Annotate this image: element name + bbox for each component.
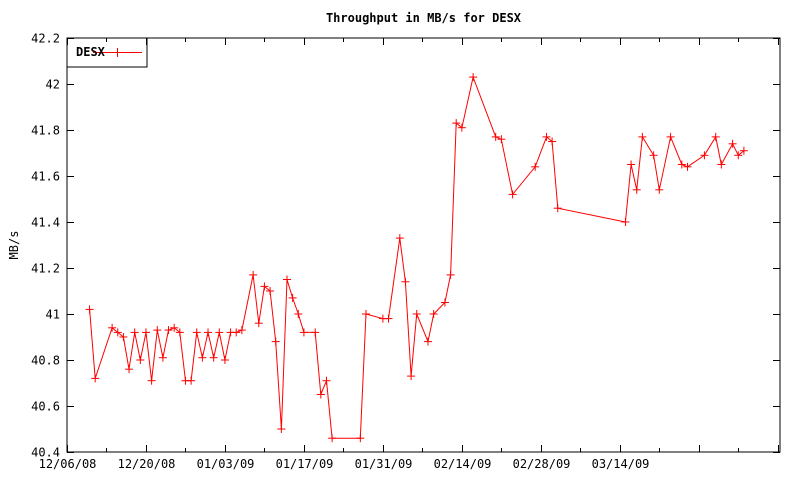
y-tick-label: 41.6: [31, 170, 60, 184]
x-tick-label: 02/28/09: [513, 457, 571, 471]
y-tick-label: 42.2: [31, 32, 60, 46]
y-tick-label: 41: [46, 308, 60, 322]
plot-frame-and-ticks: [66, 37, 781, 453]
tick-labels: 40.4 40.6 40.8 41 41.2 41.4 41.6 41.8 42 42.2 12/0…: [31, 32, 649, 472]
y-tick-label: 41.2: [31, 262, 60, 276]
chart-title: Throughput in MB/s for DESX: [325, 11, 522, 25]
y-tick-label: 40.8: [31, 354, 60, 368]
x-tick-label: 01/31/09: [355, 457, 413, 471]
y-axis-label: MB/s: [7, 230, 21, 260]
y-tick-label: 41.8: [31, 124, 60, 138]
data-line: [89, 75, 745, 439]
x-tick-label: 01/17/09: [276, 457, 334, 471]
legend-box: [66, 37, 148, 68]
y-tick-label: 40.4: [31, 446, 60, 460]
legend-series-label: DESX: [76, 45, 105, 59]
x-tick-label: 02/14/09: [434, 457, 492, 471]
x-tick-label: 12/06/08: [39, 457, 97, 471]
x-tick-label: 12/20/08: [118, 457, 176, 471]
x-tick-label: 03/14/09: [592, 457, 650, 471]
data-point-markers: [85, 73, 748, 443]
y-tick-label: 40.6: [31, 400, 60, 414]
y-tick-label: 41.4: [31, 216, 60, 230]
x-tick-label: 01/03/09: [197, 457, 255, 471]
y-tick-label: 42: [46, 78, 60, 92]
